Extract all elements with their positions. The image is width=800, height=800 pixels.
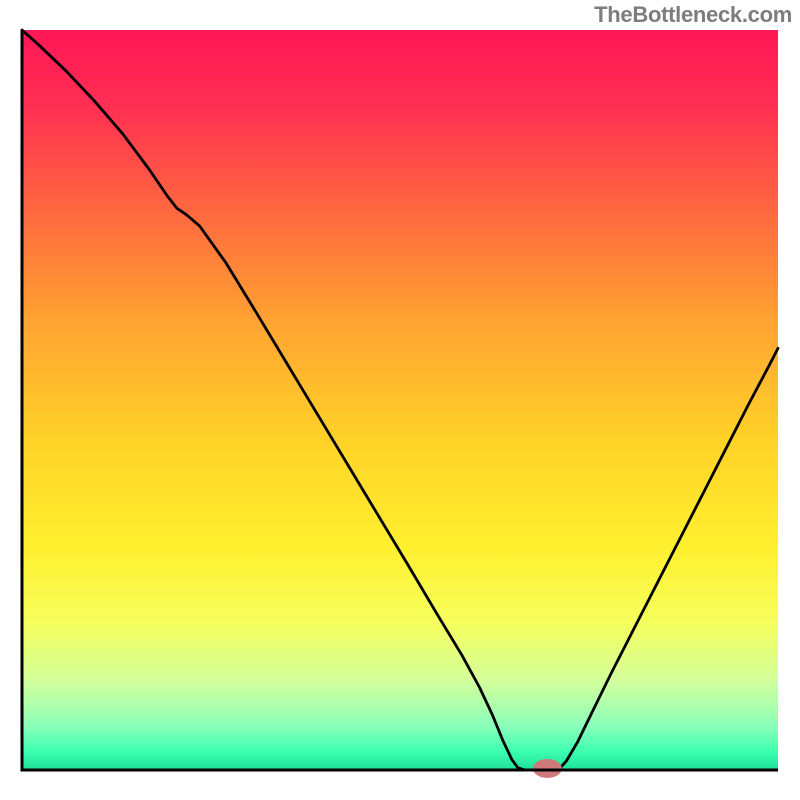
bottleneck-chart [0, 0, 800, 800]
chart-container: TheBottleneck.com [0, 0, 800, 800]
chart-background [22, 30, 778, 770]
watermark-text: TheBottleneck.com [594, 2, 792, 28]
